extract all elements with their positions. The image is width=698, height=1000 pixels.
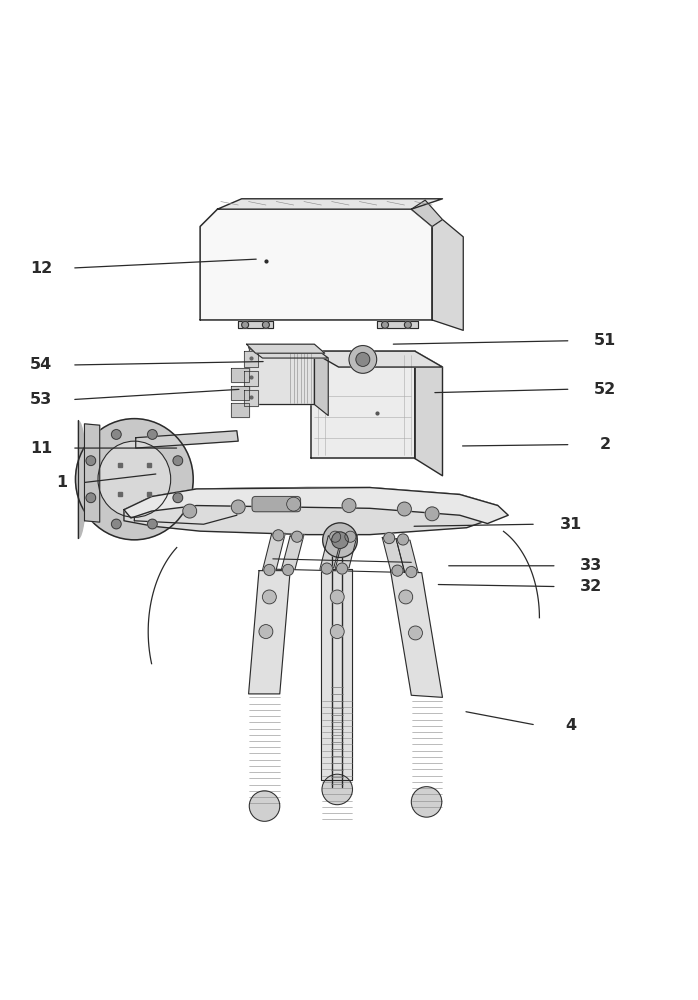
- Text: 1: 1: [56, 475, 67, 490]
- Circle shape: [345, 531, 356, 542]
- Circle shape: [292, 531, 303, 542]
- Circle shape: [332, 532, 348, 548]
- Circle shape: [321, 563, 332, 574]
- Polygon shape: [411, 200, 443, 226]
- Polygon shape: [320, 535, 342, 569]
- Polygon shape: [231, 368, 248, 382]
- Polygon shape: [124, 488, 508, 524]
- Text: 12: 12: [30, 261, 52, 276]
- Polygon shape: [135, 431, 238, 448]
- Circle shape: [112, 430, 121, 439]
- Circle shape: [262, 321, 269, 328]
- Polygon shape: [432, 220, 463, 330]
- Text: 11: 11: [30, 441, 52, 456]
- Circle shape: [322, 774, 352, 805]
- Text: 33: 33: [580, 558, 602, 573]
- Circle shape: [349, 346, 377, 373]
- Circle shape: [330, 625, 344, 638]
- Circle shape: [173, 493, 183, 503]
- Polygon shape: [231, 386, 248, 400]
- Circle shape: [262, 590, 276, 604]
- Circle shape: [336, 563, 348, 574]
- Polygon shape: [311, 351, 443, 367]
- Circle shape: [287, 497, 301, 511]
- Polygon shape: [314, 348, 328, 416]
- Circle shape: [242, 321, 248, 328]
- Polygon shape: [281, 535, 304, 571]
- Circle shape: [283, 564, 294, 575]
- Polygon shape: [248, 348, 328, 358]
- Polygon shape: [124, 488, 498, 535]
- Circle shape: [173, 456, 183, 466]
- Polygon shape: [248, 348, 314, 404]
- Circle shape: [392, 565, 403, 576]
- Circle shape: [273, 530, 284, 541]
- Polygon shape: [396, 539, 418, 573]
- Polygon shape: [391, 571, 443, 697]
- Polygon shape: [244, 390, 258, 406]
- Circle shape: [399, 590, 413, 604]
- Ellipse shape: [75, 419, 193, 540]
- Polygon shape: [335, 535, 357, 569]
- Circle shape: [408, 626, 422, 640]
- Ellipse shape: [98, 441, 171, 517]
- Circle shape: [264, 564, 275, 575]
- Polygon shape: [377, 321, 418, 328]
- Text: 53: 53: [30, 392, 52, 407]
- Circle shape: [147, 519, 157, 529]
- Polygon shape: [200, 209, 432, 320]
- Polygon shape: [218, 199, 443, 209]
- FancyBboxPatch shape: [252, 497, 301, 512]
- Text: 54: 54: [30, 357, 52, 372]
- Polygon shape: [244, 351, 258, 367]
- Circle shape: [404, 321, 411, 328]
- Circle shape: [397, 534, 408, 545]
- Text: 31: 31: [560, 517, 581, 532]
- Circle shape: [231, 500, 245, 514]
- Polygon shape: [383, 537, 404, 571]
- Circle shape: [356, 353, 370, 366]
- Circle shape: [259, 625, 273, 638]
- Circle shape: [382, 321, 389, 328]
- Polygon shape: [231, 403, 248, 417]
- Circle shape: [183, 504, 197, 518]
- Polygon shape: [262, 533, 285, 571]
- Text: 52: 52: [594, 382, 616, 397]
- Circle shape: [384, 533, 394, 544]
- Circle shape: [411, 787, 442, 817]
- Polygon shape: [311, 351, 415, 458]
- Polygon shape: [238, 321, 273, 328]
- Text: 2: 2: [600, 437, 611, 452]
- Polygon shape: [415, 351, 443, 476]
- Circle shape: [86, 456, 96, 466]
- Circle shape: [329, 531, 341, 542]
- Circle shape: [249, 791, 280, 821]
- Circle shape: [342, 499, 356, 512]
- Circle shape: [425, 507, 439, 521]
- Text: 51: 51: [594, 333, 616, 348]
- Polygon shape: [248, 571, 290, 694]
- Polygon shape: [321, 569, 352, 780]
- Text: 4: 4: [565, 718, 576, 733]
- Polygon shape: [84, 424, 100, 522]
- Text: 32: 32: [580, 579, 602, 594]
- Circle shape: [112, 519, 121, 529]
- Circle shape: [322, 523, 357, 557]
- Polygon shape: [244, 371, 258, 386]
- Polygon shape: [134, 490, 238, 524]
- Circle shape: [147, 430, 157, 439]
- Polygon shape: [246, 344, 325, 353]
- Circle shape: [330, 590, 344, 604]
- Circle shape: [397, 502, 411, 516]
- Circle shape: [86, 493, 96, 503]
- Circle shape: [406, 566, 417, 578]
